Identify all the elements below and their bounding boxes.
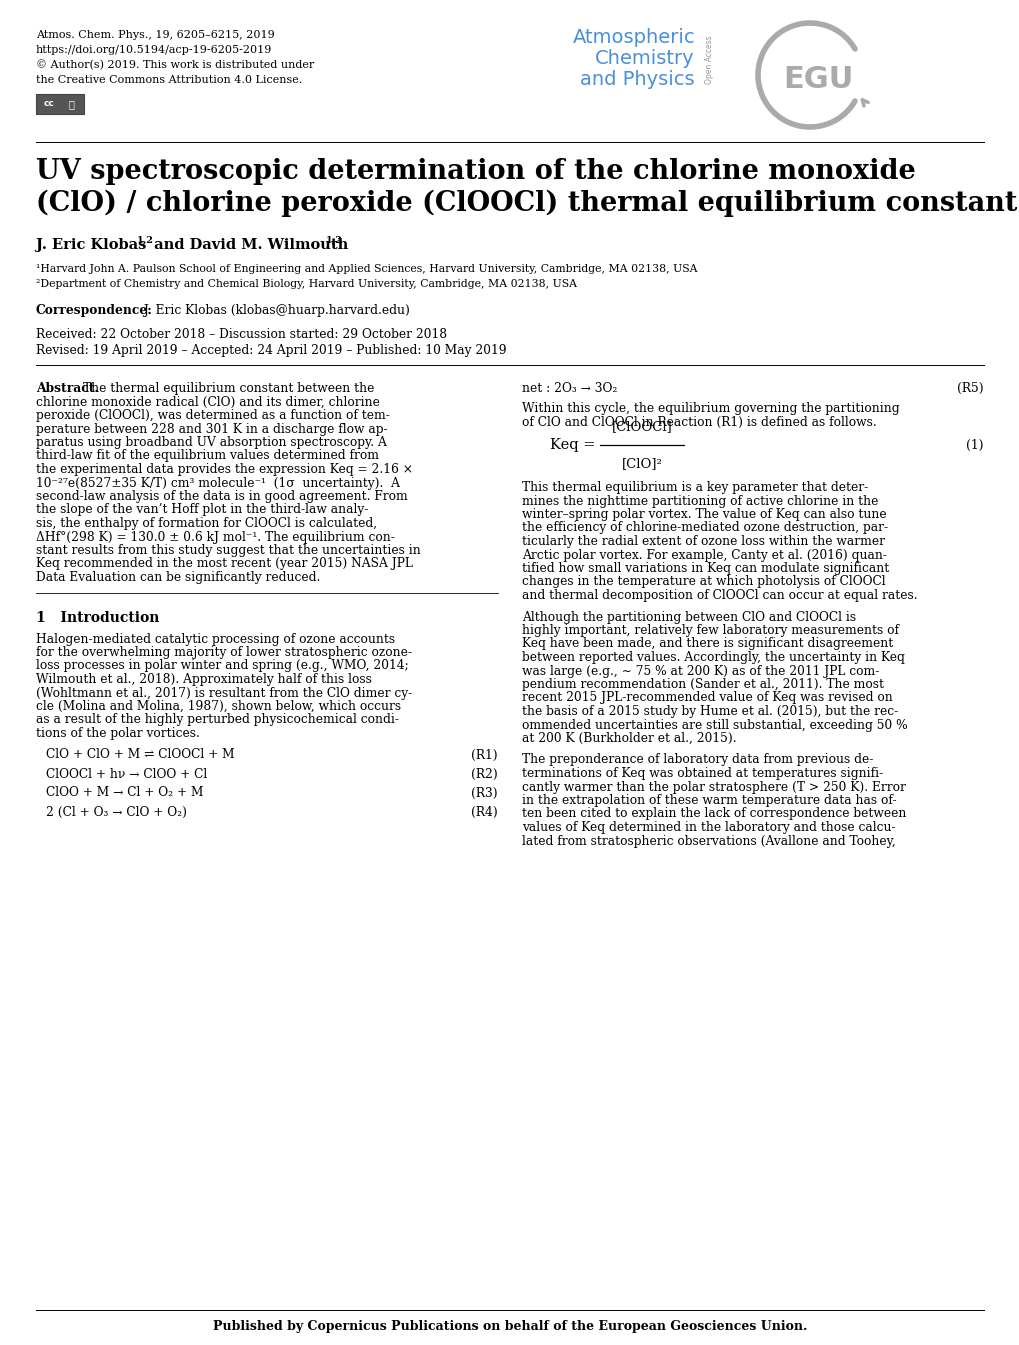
Text: for the overwhelming majority of lower stratospheric ozone-: for the overwhelming majority of lower s… bbox=[36, 646, 412, 659]
Text: (R5): (R5) bbox=[957, 382, 983, 395]
Text: third-law fit of the equilibrium values determined from: third-law fit of the equilibrium values … bbox=[36, 449, 379, 463]
Text: [ClOOCl]: [ClOOCl] bbox=[611, 420, 672, 433]
Text: and Physics: and Physics bbox=[580, 70, 694, 89]
Text: Revised: 19 April 2019 – Accepted: 24 April 2019 – Published: 10 May 2019: Revised: 19 April 2019 – Accepted: 24 Ap… bbox=[36, 344, 506, 356]
Text: 10⁻²⁷e(8527±35 K/T) cm³ molecule⁻¹  (1σ  uncertainty).  A: 10⁻²⁷e(8527±35 K/T) cm³ molecule⁻¹ (1σ u… bbox=[36, 476, 399, 490]
Text: 1,2: 1,2 bbox=[326, 235, 342, 245]
Text: cantly warmer than the polar stratosphere (T > 250 K). Error: cantly warmer than the polar stratospher… bbox=[522, 780, 905, 794]
Text: ¹Harvard John A. Paulson School of Engineering and Applied Sciences, Harvard Uni: ¹Harvard John A. Paulson School of Engin… bbox=[36, 264, 697, 274]
Text: The preponderance of laboratory data from previous de-: The preponderance of laboratory data fro… bbox=[522, 753, 872, 767]
Text: (R1): (R1) bbox=[471, 749, 497, 761]
Text: 2 (Cl + O₃ → ClO + O₂): 2 (Cl + O₃ → ClO + O₂) bbox=[46, 806, 186, 819]
Text: EGU: EGU bbox=[782, 65, 852, 94]
Text: https://doi.org/10.5194/acp-19-6205-2019: https://doi.org/10.5194/acp-19-6205-2019 bbox=[36, 44, 272, 55]
Text: [ClO]²: [ClO]² bbox=[621, 457, 661, 469]
Text: the Creative Commons Attribution 4.0 License.: the Creative Commons Attribution 4.0 Lic… bbox=[36, 75, 302, 85]
Text: and thermal decomposition of ClOOCl can occur at equal rates.: and thermal decomposition of ClOOCl can … bbox=[522, 589, 917, 603]
Text: (R4): (R4) bbox=[471, 806, 497, 819]
Text: Correspondence:: Correspondence: bbox=[36, 304, 153, 317]
Text: values of Keq determined in the laboratory and those calcu-: values of Keq determined in the laborato… bbox=[522, 820, 895, 834]
Text: ommended uncertainties are still substantial, exceeding 50 %: ommended uncertainties are still substan… bbox=[522, 718, 907, 732]
Text: ClOO + M → Cl + O₂ + M: ClOO + M → Cl + O₂ + M bbox=[46, 787, 204, 799]
Text: between reported values. Accordingly, the uncertainty in Keq: between reported values. Accordingly, th… bbox=[522, 651, 904, 664]
Text: paratus using broadband UV absorption spectroscopy. A: paratus using broadband UV absorption sp… bbox=[36, 436, 386, 449]
FancyBboxPatch shape bbox=[36, 94, 84, 114]
Text: (R3): (R3) bbox=[471, 787, 497, 799]
Text: Published by Copernicus Publications on behalf of the European Geosciences Union: Published by Copernicus Publications on … bbox=[213, 1319, 806, 1333]
Text: winter–spring polar vortex. The value of Keq can also tune: winter–spring polar vortex. The value of… bbox=[522, 508, 886, 521]
Text: as a result of the highly perturbed physicochemical condi-: as a result of the highly perturbed phys… bbox=[36, 713, 398, 726]
Text: at 200 K (Burkholder et al., 2015).: at 200 K (Burkholder et al., 2015). bbox=[522, 732, 736, 745]
Text: ClOOCl + hν → ClOO + Cl: ClOOCl + hν → ClOO + Cl bbox=[46, 768, 207, 780]
Text: was large (e.g., ∼ 75 % at 200 K) as of the 2011 JPL com-: was large (e.g., ∼ 75 % at 200 K) as of … bbox=[522, 664, 878, 678]
Text: The thermal equilibrium constant between the: The thermal equilibrium constant between… bbox=[83, 382, 374, 395]
Text: in the extrapolation of these warm temperature data has of-: in the extrapolation of these warm tempe… bbox=[522, 794, 896, 807]
Text: Within this cycle, the equilibrium governing the partitioning: Within this cycle, the equilibrium gover… bbox=[522, 402, 899, 416]
Text: tions of the polar vortices.: tions of the polar vortices. bbox=[36, 728, 200, 740]
Text: Keq =: Keq = bbox=[549, 438, 595, 452]
Text: lated from stratospheric observations (Avallone and Toohey,: lated from stratospheric observations (A… bbox=[522, 834, 895, 847]
Text: © Author(s) 2019. This work is distributed under: © Author(s) 2019. This work is distribut… bbox=[36, 61, 314, 70]
Text: the slope of the van’t Hoff plot in the third-law analy-: the slope of the van’t Hoff plot in the … bbox=[36, 503, 368, 516]
Text: Open Access: Open Access bbox=[705, 35, 713, 83]
Text: Abstract.: Abstract. bbox=[36, 382, 99, 395]
Text: Keq recommended in the most recent (year 2015) NASA JPL: Keq recommended in the most recent (year… bbox=[36, 557, 413, 570]
Text: 1   Introduction: 1 Introduction bbox=[36, 611, 159, 624]
Text: second-law analysis of the data is in good agreement. From: second-law analysis of the data is in go… bbox=[36, 490, 408, 503]
Text: UV spectroscopic determination of the chlorine monoxide: UV spectroscopic determination of the ch… bbox=[36, 157, 915, 186]
Text: the basis of a 2015 study by Hume et al. (2015), but the rec-: the basis of a 2015 study by Hume et al.… bbox=[522, 705, 898, 718]
Text: cc: cc bbox=[44, 100, 54, 109]
Text: changes in the temperature at which photolysis of ClOOCl: changes in the temperature at which phot… bbox=[522, 576, 884, 589]
Text: ⓘ: ⓘ bbox=[68, 100, 73, 109]
Text: highly important, relatively few laboratory measurements of: highly important, relatively few laborat… bbox=[522, 624, 898, 638]
Text: Keq have been made, and there is significant disagreement: Keq have been made, and there is signifi… bbox=[522, 638, 893, 651]
Text: Atmos. Chem. Phys., 19, 6205–6215, 2019: Atmos. Chem. Phys., 19, 6205–6215, 2019 bbox=[36, 30, 274, 40]
Text: Chemistry: Chemistry bbox=[595, 48, 694, 69]
Text: ²Department of Chemistry and Chemical Biology, Harvard University, Cambridge, MA: ²Department of Chemistry and Chemical Bi… bbox=[36, 278, 577, 289]
Text: pendium recommendation (Sander et al., 2011). The most: pendium recommendation (Sander et al., 2… bbox=[522, 678, 883, 691]
Text: terminations of Keq was obtained at temperatures signifi-: terminations of Keq was obtained at temp… bbox=[522, 767, 882, 780]
Text: and David M. Wilmouth: and David M. Wilmouth bbox=[149, 238, 347, 252]
Text: 1,2: 1,2 bbox=[137, 235, 154, 245]
Text: ΔHf°(298 K) = 130.0 ± 0.6 kJ mol⁻¹. The equilibrium con-: ΔHf°(298 K) = 130.0 ± 0.6 kJ mol⁻¹. The … bbox=[36, 530, 394, 543]
Text: This thermal equilibrium is a key parameter that deter-: This thermal equilibrium is a key parame… bbox=[522, 482, 867, 494]
Text: ten been cited to explain the lack of correspondence between: ten been cited to explain the lack of co… bbox=[522, 807, 906, 820]
Text: cle (Molina and Molina, 1987), shown below, which occurs: cle (Molina and Molina, 1987), shown bel… bbox=[36, 699, 400, 713]
Text: sis, the enthalpy of formation for ClOOCl is calculated,: sis, the enthalpy of formation for ClOOC… bbox=[36, 516, 377, 530]
Text: J. Eric Klobas (klobas@huarp.harvard.edu): J. Eric Klobas (klobas@huarp.harvard.edu… bbox=[140, 304, 410, 317]
Text: Although the partitioning between ClO and ClOOCl is: Although the partitioning between ClO an… bbox=[522, 611, 855, 624]
Text: chlorine monoxide radical (ClO) and its dimer, chlorine: chlorine monoxide radical (ClO) and its … bbox=[36, 395, 379, 409]
Text: peroxide (ClOOCl), was determined as a function of tem-: peroxide (ClOOCl), was determined as a f… bbox=[36, 409, 389, 422]
Text: loss processes in polar winter and spring (e.g., WMO, 2014;: loss processes in polar winter and sprin… bbox=[36, 659, 409, 672]
Text: ClO + ClO + M ⇌ ClOOCl + M: ClO + ClO + M ⇌ ClOOCl + M bbox=[46, 749, 234, 761]
Text: Atmospheric: Atmospheric bbox=[572, 28, 694, 47]
Text: Wilmouth et al., 2018). Approximately half of this loss: Wilmouth et al., 2018). Approximately ha… bbox=[36, 672, 372, 686]
Text: of ClO and ClOOCl in Reaction (R1) is defined as follows.: of ClO and ClOOCl in Reaction (R1) is de… bbox=[522, 416, 876, 429]
Text: the experimental data provides the expression Keq = 2.16 ×: the experimental data provides the expre… bbox=[36, 463, 413, 476]
Text: perature between 228 and 301 K in a discharge flow ap-: perature between 228 and 301 K in a disc… bbox=[36, 422, 387, 436]
Text: mines the nighttime partitioning of active chlorine in the: mines the nighttime partitioning of acti… bbox=[522, 495, 877, 507]
Text: J. Eric Klobas: J. Eric Klobas bbox=[36, 238, 147, 252]
Text: the efficiency of chlorine-mediated ozone destruction, par-: the efficiency of chlorine-mediated ozon… bbox=[522, 522, 888, 534]
Text: (R2): (R2) bbox=[471, 768, 497, 780]
Text: Data Evaluation can be significantly reduced.: Data Evaluation can be significantly red… bbox=[36, 572, 320, 584]
Text: net : 2O₃ → 3O₂: net : 2O₃ → 3O₂ bbox=[522, 382, 616, 395]
Text: stant results from this study suggest that the uncertainties in: stant results from this study suggest th… bbox=[36, 543, 421, 557]
Text: (ClO) / chlorine peroxide (ClOOCl) thermal equilibrium constant: (ClO) / chlorine peroxide (ClOOCl) therm… bbox=[36, 190, 1016, 218]
Text: Halogen-mediated catalytic processing of ozone accounts: Halogen-mediated catalytic processing of… bbox=[36, 632, 394, 646]
Text: recent 2015 JPL-recommended value of Keq was revised on: recent 2015 JPL-recommended value of Keq… bbox=[522, 691, 892, 705]
Text: ticularly the radial extent of ozone loss within the warmer: ticularly the radial extent of ozone los… bbox=[522, 535, 884, 547]
Text: Arctic polar vortex. For example, Canty et al. (2016) quan-: Arctic polar vortex. For example, Canty … bbox=[522, 549, 887, 561]
Text: (1): (1) bbox=[966, 438, 983, 452]
Text: (Wohltmann et al., 2017) is resultant from the ClO dimer cy-: (Wohltmann et al., 2017) is resultant fr… bbox=[36, 686, 412, 699]
Text: tified how small variations in Keq can modulate significant: tified how small variations in Keq can m… bbox=[522, 562, 889, 576]
Text: Received: 22 October 2018 – Discussion started: 29 October 2018: Received: 22 October 2018 – Discussion s… bbox=[36, 328, 446, 342]
